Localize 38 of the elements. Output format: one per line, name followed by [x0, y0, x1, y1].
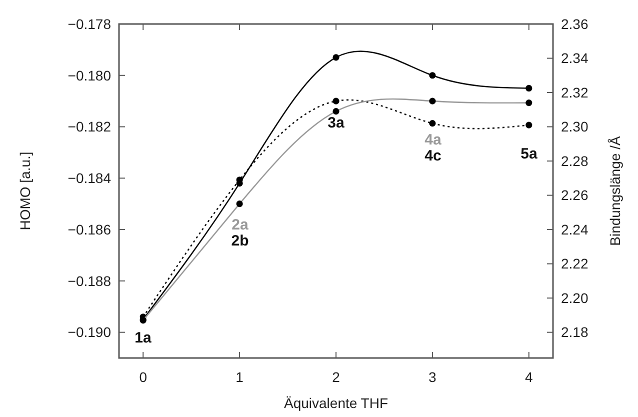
y-tick-label: −0.184 [68, 170, 112, 186]
y2-tick-label: 2.24 [561, 221, 588, 238]
point [429, 72, 436, 79]
annotation: 4a [424, 131, 442, 148]
annotation: 2b [231, 232, 249, 250]
x-tick-label: 3 [428, 369, 437, 385]
annotation: 4c [424, 147, 442, 164]
point [332, 54, 340, 61]
y-tick-label: −0.180 [68, 67, 112, 84]
annotation: 2a [232, 216, 249, 234]
y2-tick-label: 2.28 [561, 152, 588, 169]
y2-axis-title: Bindungslänge /Å [607, 135, 623, 246]
x-axis-title: Äquivalente THF [284, 395, 388, 411]
y-tick-label: −0.182 [68, 118, 112, 135]
point [526, 122, 532, 128]
annotation: 1a [134, 329, 152, 346]
y-tick-label: −0.190 [68, 324, 112, 340]
point [526, 84, 532, 92]
y2-tick-label: 2.22 [561, 256, 588, 272]
y2-tick-label: 2.20 [561, 290, 588, 306]
y-tick-label: −0.178 [68, 16, 112, 32]
y-axis-title: HOMO [a.u.] [17, 152, 33, 230]
y2-tick-label: 2.36 [561, 16, 588, 32]
annotation: 3a [328, 114, 345, 132]
x-tick-label: 2 [332, 369, 340, 385]
y2-tick-label: 2.30 [561, 118, 588, 135]
y-tick-label: −0.186 [68, 221, 112, 238]
y-tick-label: −0.188 [68, 272, 112, 289]
x-tick-label: 0 [139, 369, 148, 385]
y2-tick-label: 2.26 [561, 187, 588, 204]
x-tick-label: 4 [524, 369, 533, 385]
y2-tick-label: 2.34 [561, 50, 588, 66]
y2-tick-label: 2.18 [561, 324, 588, 340]
x-tick-label: 1 [236, 369, 244, 385]
point [429, 120, 436, 127]
point [332, 98, 340, 104]
y2-tick-label: 2.32 [561, 84, 588, 100]
annotation: 5a [520, 145, 538, 162]
